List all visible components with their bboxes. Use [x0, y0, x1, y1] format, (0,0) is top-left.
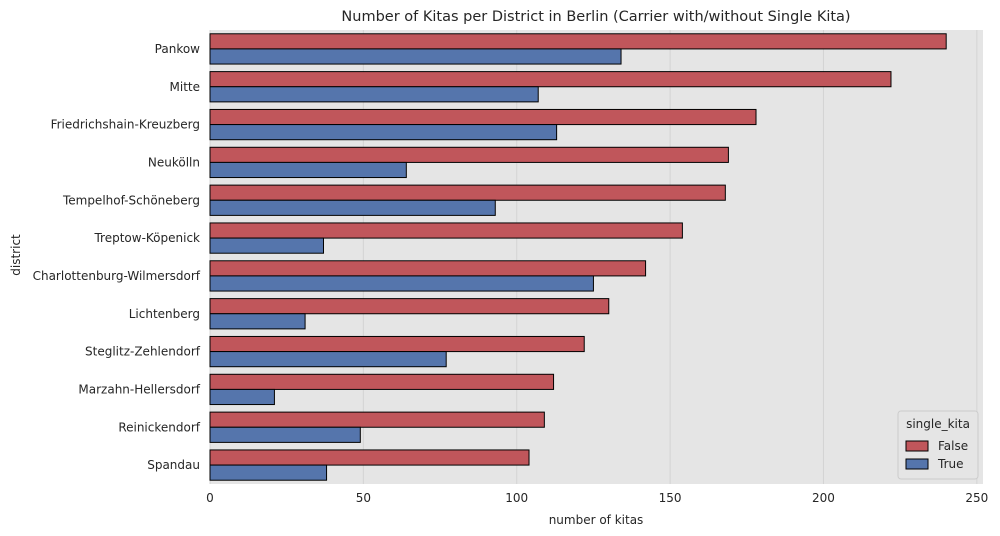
bar-false — [209, 260, 647, 277]
gridlines — [209, 30, 978, 484]
y-tick-label: Tempelhof-Schöneberg — [62, 193, 200, 207]
y-tick-labels: Pankow Mitte Friedrichshain-Kreuzberg Neukö… — [33, 42, 201, 472]
plot-area — [210, 30, 983, 484]
bar-true — [209, 313, 306, 330]
y-tick-label: Pankow — [155, 42, 201, 56]
bar-true — [209, 351, 447, 368]
bar-true — [209, 237, 324, 254]
bar-true — [209, 275, 594, 292]
bar-true — [209, 426, 361, 443]
bar-false — [209, 449, 530, 466]
bar-false — [209, 184, 726, 201]
bar-true — [209, 199, 496, 216]
legend-swatch-true — [905, 458, 929, 470]
x-tick-label: 250 — [965, 491, 988, 505]
legend-entry-true: True — [937, 457, 964, 471]
x-tick-label: 50 — [356, 491, 371, 505]
bar-true — [209, 86, 539, 103]
legend-entry-false: False — [938, 439, 968, 453]
y-tick-label: Treptow-Köpenick — [93, 231, 200, 245]
bar-false — [209, 298, 610, 315]
y-tick-label: Spandau — [147, 458, 200, 472]
bar-false — [209, 71, 892, 88]
y-tick-label: Friedrichshain-Kreuzberg — [51, 118, 200, 132]
bar-false — [209, 108, 757, 126]
y-tick-label: Marzahn-Hellersdorf — [78, 382, 200, 396]
legend-swatch-false — [905, 440, 929, 452]
bar-false — [209, 411, 545, 428]
bar-true — [209, 388, 275, 406]
x-axis-title: number of kitas — [549, 513, 644, 527]
x-tick-label: 100 — [505, 491, 528, 505]
bar-false — [209, 335, 585, 353]
y-tick-label: Steglitz-Zehlendorf — [85, 345, 201, 359]
bars — [209, 33, 947, 481]
y-tick-label: Mitte — [170, 80, 200, 94]
y-tick-label: Charlottenburg-Wilmersdorf — [33, 269, 201, 283]
bar-true — [209, 124, 558, 141]
bar-false — [209, 146, 729, 163]
y-tick-label: Neukölln — [148, 155, 200, 169]
y-tick-label: Lichtenberg — [129, 307, 200, 321]
legend: single_kita False True — [897, 410, 979, 480]
bar-true — [209, 161, 407, 179]
bar-false — [209, 222, 683, 239]
x-tick-label: 150 — [659, 491, 682, 505]
bar-false — [209, 33, 947, 50]
x-tick-label: 0 — [206, 491, 214, 505]
bar-true — [209, 48, 622, 65]
chart-title: Number of Kitas per District in Berlin (… — [341, 9, 850, 25]
bar-true — [209, 464, 328, 481]
legend-title: single_kita — [906, 417, 970, 431]
bar-false — [209, 373, 555, 390]
y-axis-title: district — [9, 234, 23, 276]
x-tick-labels: 0 50 100 150 200 250 — [206, 491, 988, 505]
x-tick-label: 200 — [812, 491, 835, 505]
y-tick-label: Reinickendorf — [118, 420, 200, 434]
